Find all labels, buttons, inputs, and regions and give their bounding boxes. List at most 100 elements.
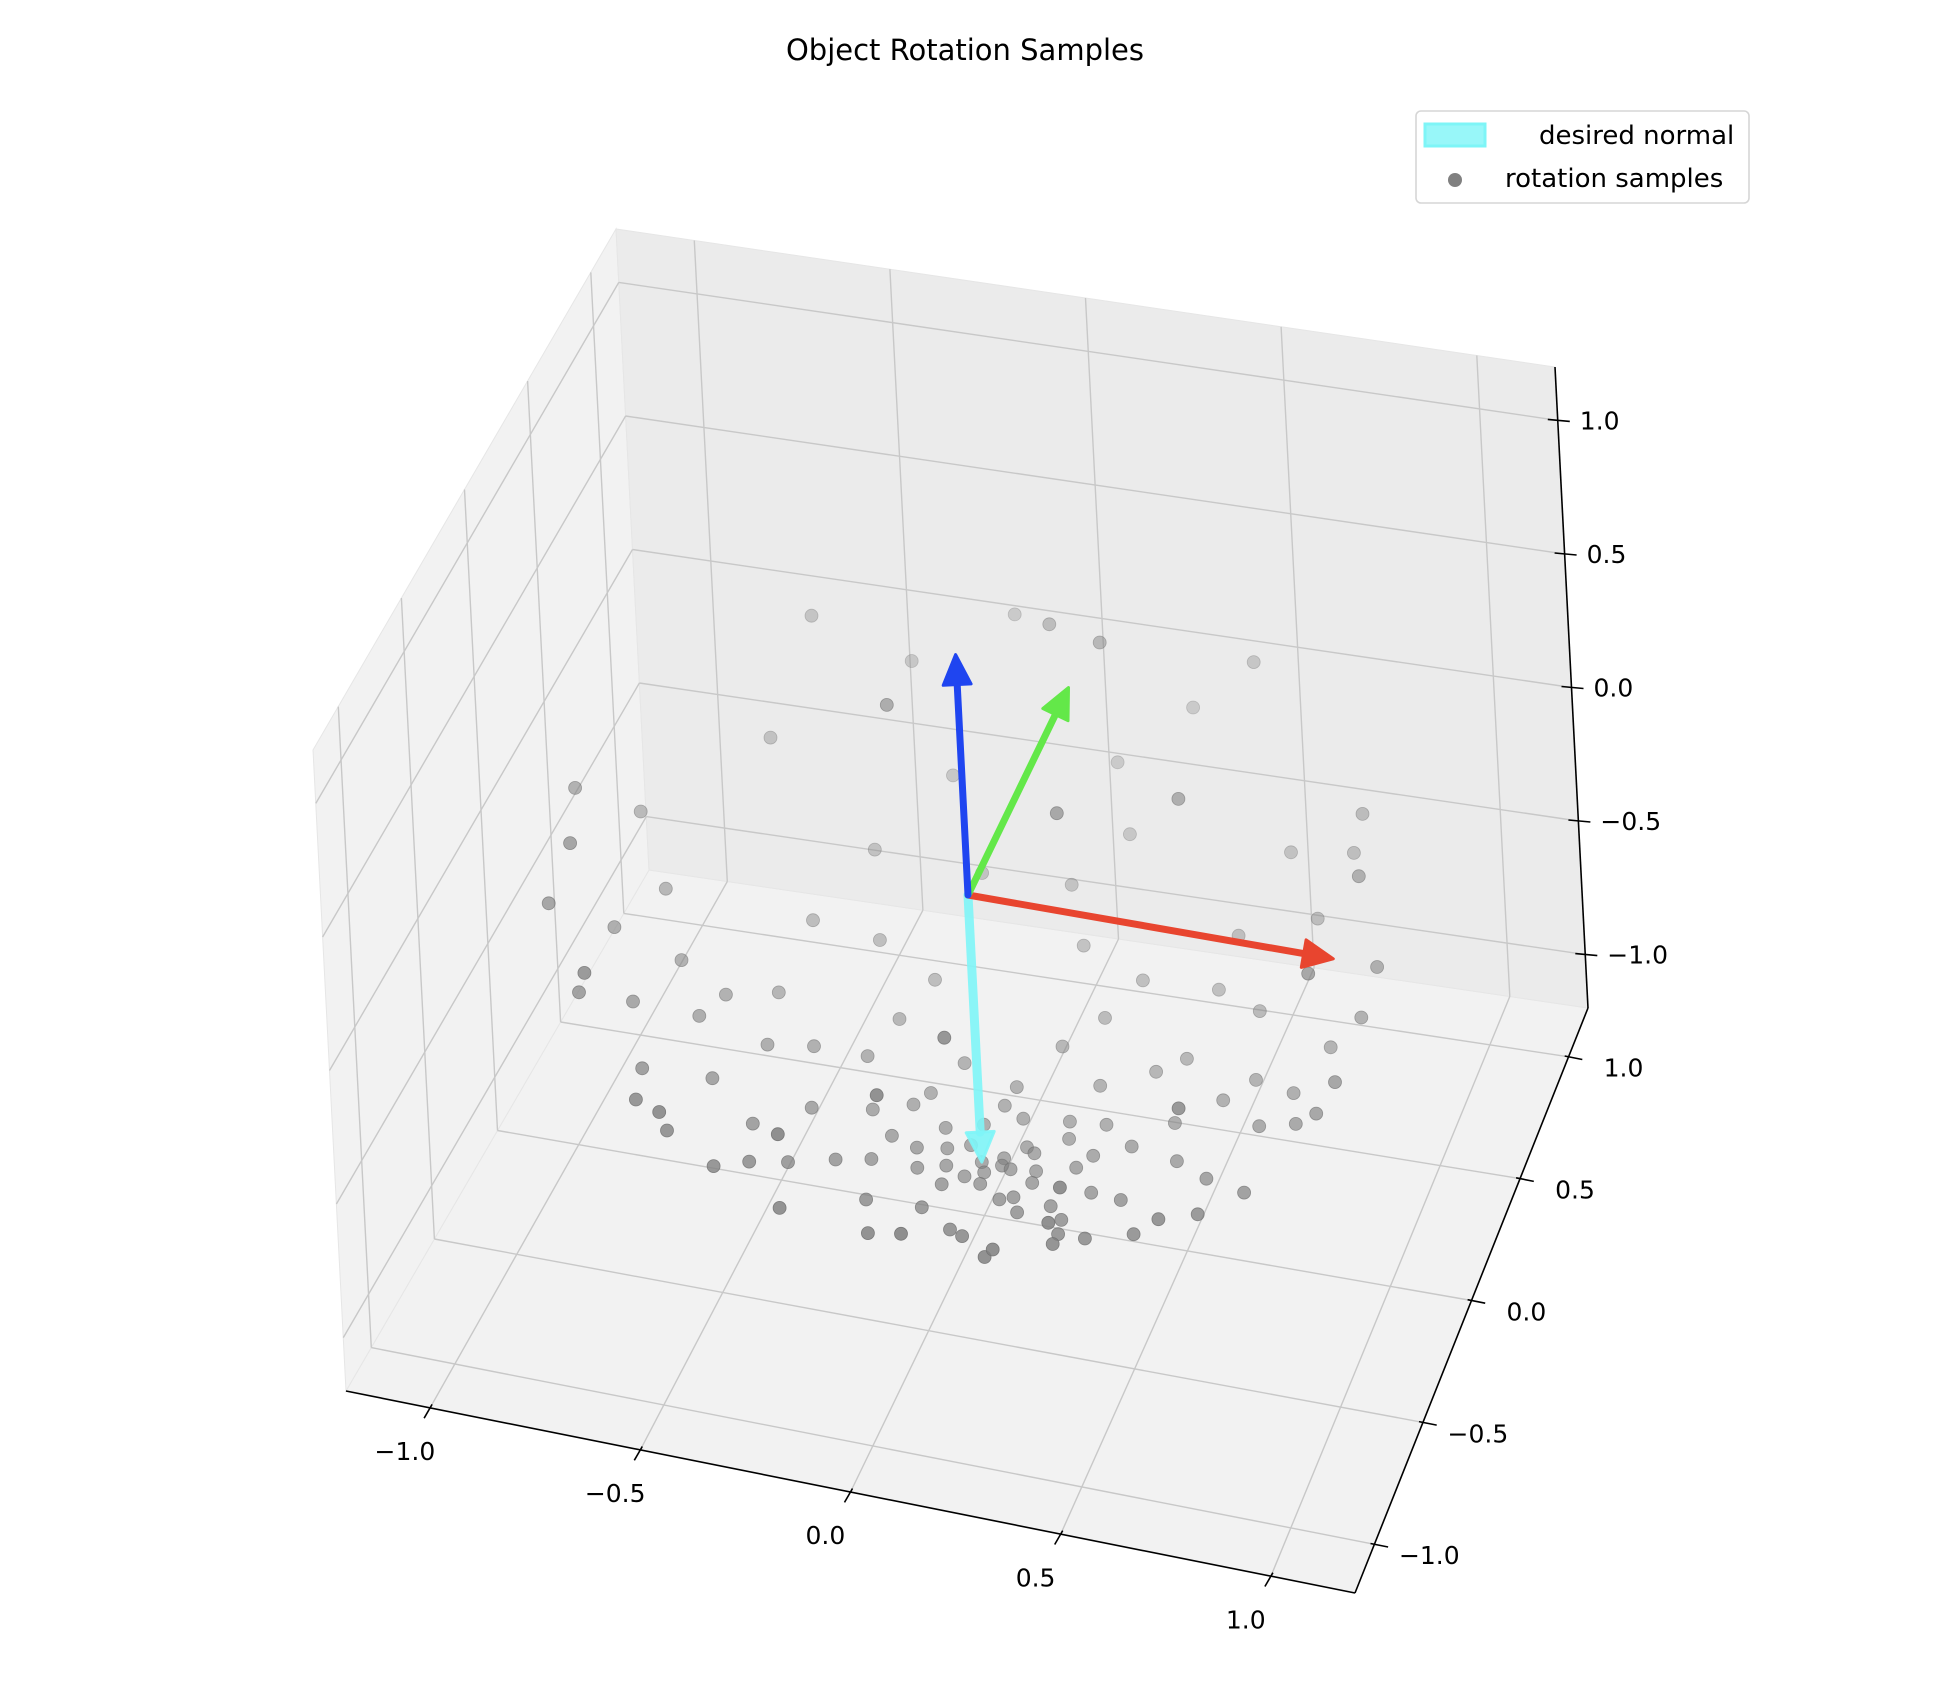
sample-point [1170, 1154, 1184, 1169]
sample-point [1136, 973, 1150, 988]
sample-point [607, 920, 622, 934]
sample-point [1284, 845, 1298, 860]
z-tick-mark [1554, 552, 1577, 556]
sample-point [568, 781, 582, 795]
sample-point [541, 896, 556, 911]
sample-point [924, 1086, 938, 1100]
desired-normal-arrow [963, 890, 996, 1164]
sample-point [938, 1121, 953, 1135]
sample-point [652, 1105, 667, 1119]
sample-point [873, 933, 887, 947]
z-tick-label: −0.5 [1600, 807, 1661, 836]
legend-swatch-rotation-samples [1448, 173, 1462, 187]
sample-point [1309, 1106, 1324, 1121]
x-tick-label: 0.0 [806, 1521, 846, 1550]
y-axis-arrow-shaft [964, 711, 1059, 899]
sample-point [955, 1229, 969, 1243]
sample-point [772, 1201, 787, 1215]
sample-point [1168, 1116, 1182, 1130]
sample-point [957, 1056, 972, 1070]
sample-point [1216, 1093, 1231, 1108]
grid-line-x [1280, 326, 1315, 968]
sample-point [635, 1061, 650, 1076]
z-tick-label: 0.5 [1587, 540, 1627, 569]
sample-point [864, 1152, 879, 1166]
z-tick-mark [1561, 685, 1584, 690]
z-tick-label: 1.0 [1580, 406, 1620, 435]
sample-point [946, 768, 960, 783]
grid-line-z [321, 415, 627, 938]
sample-point [910, 1160, 925, 1175]
z-axis-ticks: −1.0 −0.5 0.0 0.5 1.0 [1547, 406, 1668, 970]
sample-point [859, 1192, 873, 1207]
sample-point [745, 1116, 760, 1131]
grid-line-z [618, 281, 1558, 422]
grid-line-x [1476, 355, 1511, 997]
x-axis-ticks: −1.0 −0.5 0.0 0.5 1.0 [375, 1403, 1274, 1634]
legend-label-desired-normal: desired normal [1539, 121, 1734, 151]
sample-point [1212, 982, 1226, 997]
sample-point [1199, 1171, 1214, 1186]
sample-point [1126, 1227, 1141, 1242]
sample-point [572, 985, 586, 1000]
sample-point [1246, 655, 1261, 669]
sample-point [1190, 1207, 1205, 1222]
sample-point [1045, 1237, 1060, 1251]
sample-point [705, 1071, 720, 1086]
sample-point [807, 1039, 821, 1054]
sample-point [1180, 1051, 1194, 1066]
sample-point [577, 966, 592, 980]
sample-point [626, 994, 640, 1009]
sample-point [1099, 1117, 1114, 1132]
z-tick-mark [1547, 418, 1570, 423]
sample-point [1110, 755, 1125, 770]
sample-point [861, 1226, 875, 1240]
z-axis-arrow [941, 653, 973, 899]
desired-normal-arrow-head [964, 1129, 996, 1164]
sample-point [1006, 1190, 1021, 1205]
y-tick-mark [1418, 1420, 1437, 1426]
x-tick-mark [1054, 1530, 1064, 1545]
y-tick-label: −1.0 [1399, 1541, 1460, 1570]
sample-point [940, 1141, 955, 1156]
sample-point [879, 698, 894, 712]
sample-point [563, 836, 577, 850]
legend: desired normal rotation samples [1415, 110, 1750, 204]
sample-point [804, 1100, 819, 1115]
sample-point [1016, 1111, 1031, 1126]
y-axis-ticks: −1.0 −0.5 0.0 0.5 1.0 [1370, 1054, 1643, 1570]
sample-point [806, 913, 820, 928]
sample-point [828, 1152, 843, 1167]
sample-point [867, 842, 882, 857]
x-tick-label: −0.5 [585, 1479, 646, 1508]
sample-point [904, 654, 919, 668]
sample-point [937, 1030, 952, 1045]
axes-panes [312, 227, 1589, 1594]
sample-point [1025, 1176, 1040, 1190]
sample-point [860, 1049, 875, 1063]
sample-point [1092, 635, 1107, 650]
sample-point [658, 881, 673, 896]
grid-line-x [1270, 996, 1511, 1577]
sample-point [1078, 1231, 1092, 1246]
desired-normal-arrow-shaft [963, 890, 985, 1137]
x-axis-arrow [964, 891, 1335, 969]
sample-point [1370, 960, 1384, 974]
grid-line-y [560, 1021, 1521, 1180]
sample-point [770, 1127, 785, 1142]
sample-point [1093, 1078, 1108, 1093]
sample-point [1049, 806, 1064, 821]
grid-line-z [625, 415, 1565, 555]
sample-point [1171, 1101, 1186, 1116]
sample-point [934, 1177, 949, 1192]
x-tick-mark [843, 1488, 854, 1503]
legend-swatch-desired-normal [1423, 122, 1487, 148]
sample-point [706, 1159, 721, 1173]
z-tick-mark [1568, 819, 1591, 823]
axis-arrows [941, 653, 1335, 1164]
sample-point [781, 1155, 795, 1169]
y-axis-arrow-head [1041, 686, 1070, 723]
sample-point [1355, 807, 1370, 821]
sample-point [1301, 966, 1316, 981]
x-tick-label: 0.5 [1016, 1563, 1056, 1592]
